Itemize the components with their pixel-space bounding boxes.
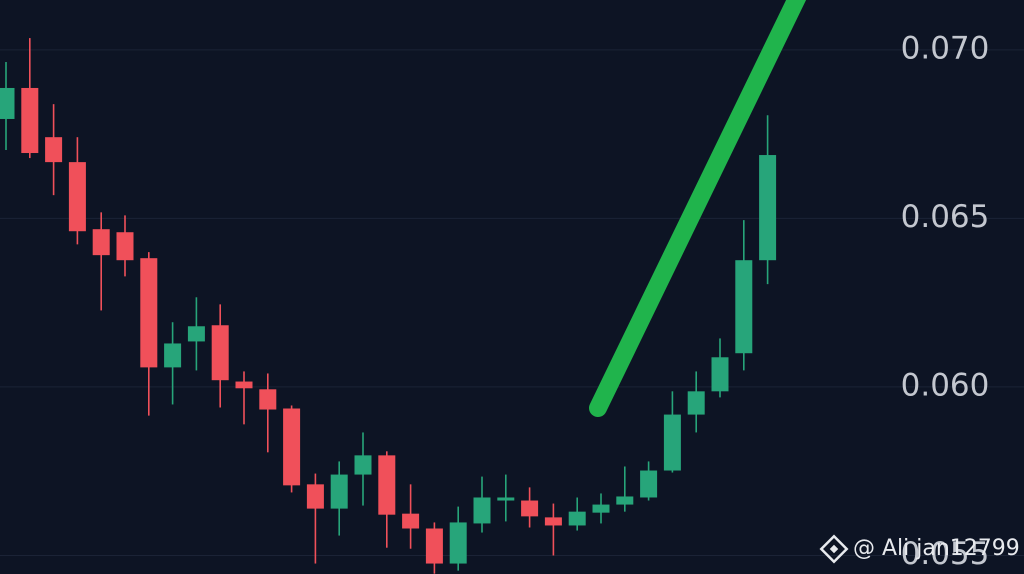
grid xyxy=(0,49,1024,556)
candle-body xyxy=(544,517,562,526)
candle-body xyxy=(306,484,324,509)
candle-body xyxy=(473,497,491,524)
candle-body xyxy=(497,497,515,501)
candle-body xyxy=(21,87,39,154)
candle-body xyxy=(521,500,539,517)
y-tick-label: 0.070 xyxy=(901,30,990,66)
candle-body xyxy=(759,155,777,261)
candle-body xyxy=(164,343,182,368)
candle-body xyxy=(592,504,610,513)
candle-body xyxy=(449,522,467,564)
candle-body xyxy=(235,381,253,389)
y-axis: 0.070 0.065 0.060 0.055 xyxy=(901,30,990,572)
candle-body xyxy=(378,455,396,515)
candle-body xyxy=(283,408,301,486)
candle-body xyxy=(140,258,158,368)
candle-body xyxy=(640,470,658,498)
candle-body xyxy=(687,391,705,415)
candle-body xyxy=(663,414,681,471)
y-tick-label: 0.055 xyxy=(901,536,990,572)
candle-body xyxy=(187,326,205,342)
candle-body xyxy=(568,511,586,526)
candle-body xyxy=(45,137,63,163)
y-tick-label: 0.060 xyxy=(901,367,990,403)
candle-body xyxy=(402,513,420,529)
candle-body xyxy=(354,455,372,475)
candle-body xyxy=(211,325,229,381)
candle-body xyxy=(425,528,443,564)
y-tick-label: 0.065 xyxy=(901,199,990,235)
candle-body xyxy=(0,87,15,119)
candle-body xyxy=(735,260,753,354)
candle-body xyxy=(116,232,134,261)
candle-body xyxy=(616,496,634,505)
candle-body xyxy=(711,357,729,392)
trend-arrow xyxy=(589,0,807,417)
watermark-text: @ Ali jan12799 xyxy=(853,536,1020,561)
candle-body xyxy=(259,389,277,410)
candle-body xyxy=(330,474,348,509)
candle-body xyxy=(68,162,86,232)
candles xyxy=(0,38,777,574)
candle-body xyxy=(92,229,110,256)
